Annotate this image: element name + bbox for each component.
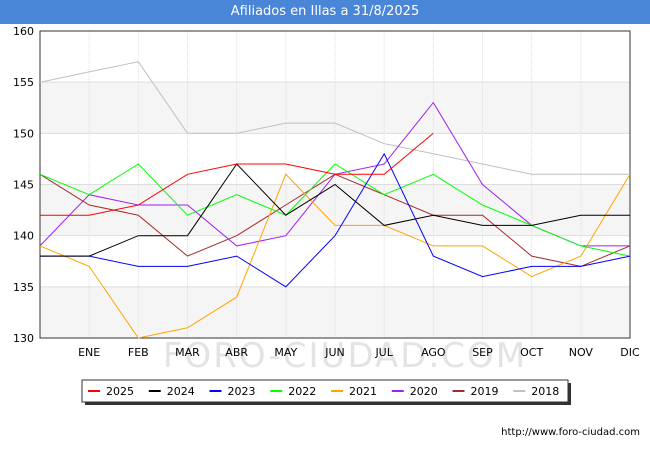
series-line-2025 (40, 132, 434, 216)
series-line-2018 (39, 61, 630, 175)
y-tick-label: 140 (13, 230, 34, 243)
x-tick-label: AGO (421, 346, 446, 359)
y-tick-label: 150 (13, 127, 34, 140)
legend-box (81, 379, 569, 403)
x-tick-label: FEB (128, 346, 149, 359)
watermark: FORO-CIUDAD.COM (163, 336, 527, 376)
legend-label-2019: 2019 (471, 385, 499, 398)
series-line-2021 (39, 173, 631, 339)
x-tick-label: OCT (520, 346, 543, 359)
series-line-2024 (40, 163, 630, 257)
legend-label-2020: 2020 (410, 385, 438, 398)
grid-band (40, 286, 630, 338)
legend-label-2024: 2024 (167, 385, 195, 398)
y-tick-label: 145 (13, 179, 34, 192)
legend-label-2023: 2023 (228, 385, 256, 398)
y-tick-label: 130 (13, 332, 34, 345)
x-tick-label: MAR (175, 346, 200, 359)
legend-label-2025: 2025 (106, 385, 134, 398)
legend-label-2021: 2021 (349, 385, 377, 398)
legend-label-2018: 2018 (531, 385, 559, 398)
footer-url: http://www.foro-ciudad.com (501, 427, 640, 438)
chart-title: Afiliados en Illas a 31/8/2025 (230, 4, 420, 19)
x-tick-label: DIC (620, 346, 640, 359)
x-tick-label: NOV (569, 346, 594, 359)
y-tick-label: 160 (13, 25, 34, 38)
x-tick-label: MAY (274, 346, 297, 359)
x-tick-label: ENE (78, 346, 100, 359)
title-bar (0, 0, 650, 24)
y-tick-label: 155 (13, 76, 34, 89)
x-tick-label: ABR (225, 346, 248, 359)
series-line-2023 (40, 152, 631, 288)
legend-label-2022: 2022 (288, 385, 316, 398)
y-tick-label: 135 (13, 281, 34, 294)
plot-border (39, 30, 631, 339)
x-tick-label: JUL (374, 346, 393, 359)
x-tick-label: SEP (472, 346, 493, 359)
x-tick-label: JUN (324, 346, 345, 359)
